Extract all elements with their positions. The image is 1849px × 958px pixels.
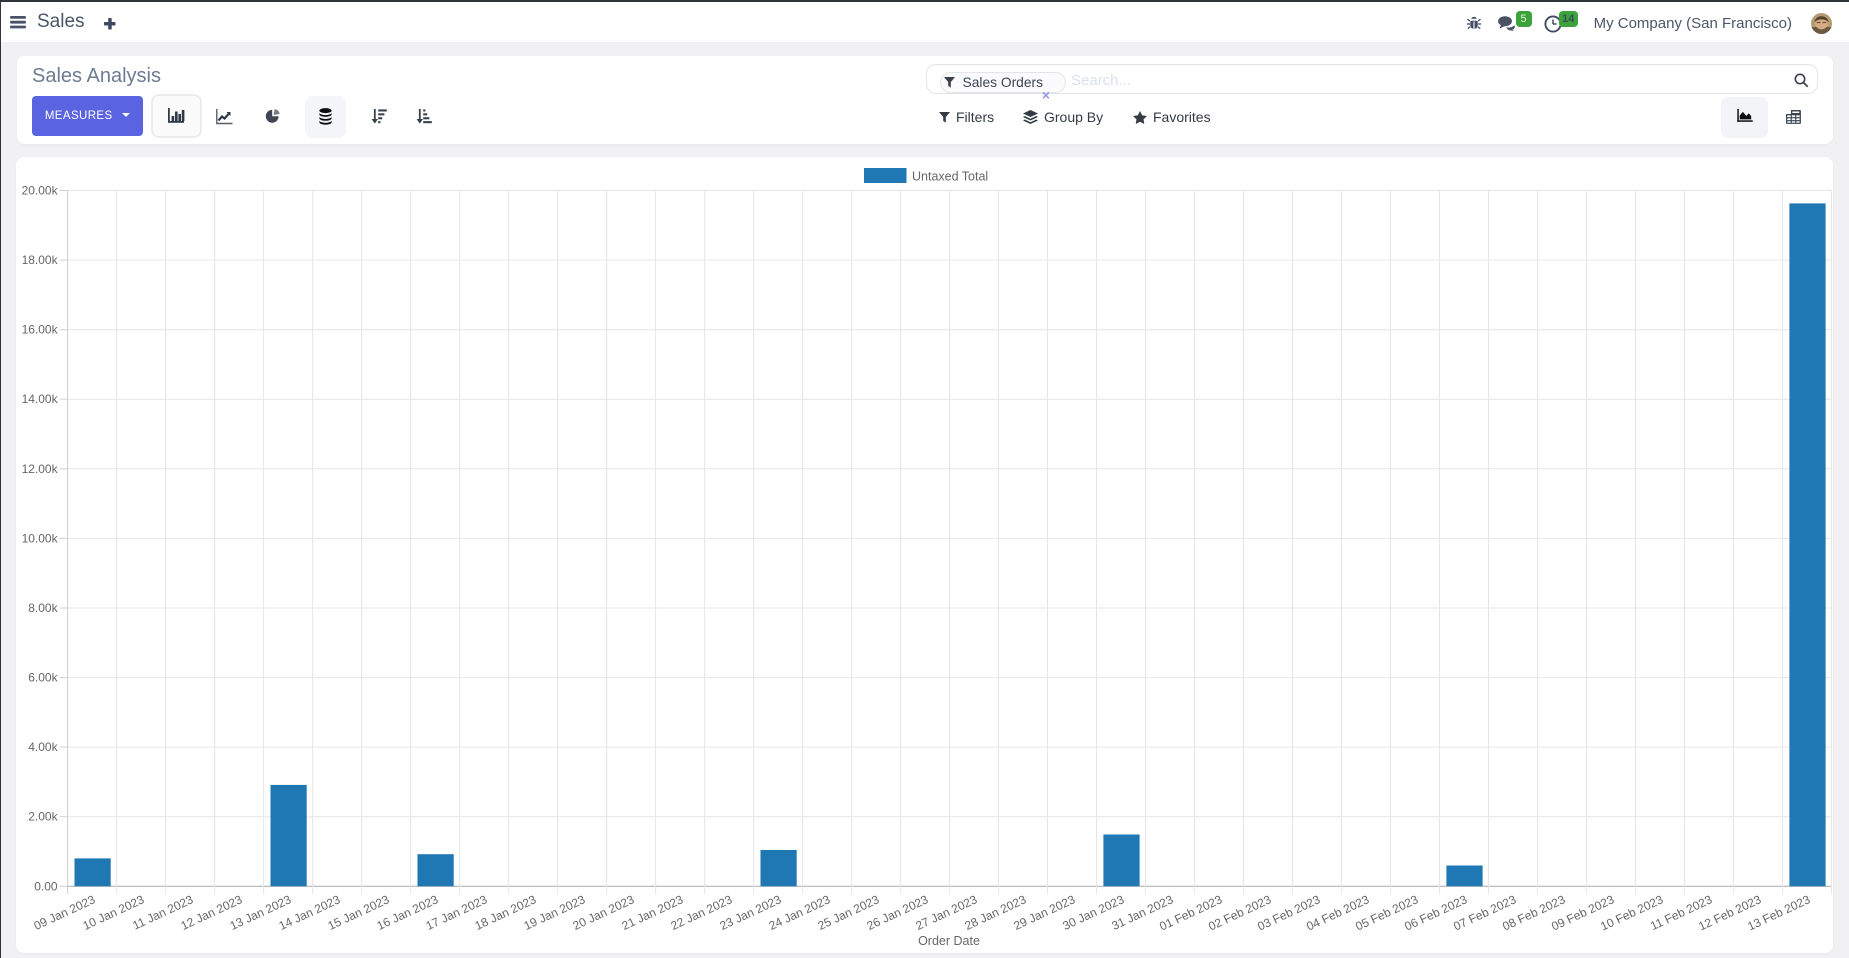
svg-text:14.00k: 14.00k: [22, 392, 59, 406]
svg-text:8.00k: 8.00k: [28, 601, 58, 615]
svg-text:Untaxed Total: Untaxed Total: [912, 170, 988, 184]
svg-text:18.00k: 18.00k: [22, 253, 59, 267]
svg-text:0.00: 0.00: [34, 879, 58, 893]
svg-text:6.00k: 6.00k: [28, 671, 58, 685]
svg-text:Order Date: Order Date: [918, 934, 980, 948]
svg-text:12.00k: 12.00k: [22, 462, 59, 476]
svg-text:4.00k: 4.00k: [28, 740, 58, 754]
svg-text:2.00k: 2.00k: [28, 810, 58, 824]
svg-text:10.00k: 10.00k: [22, 531, 59, 545]
svg-text:16.00k: 16.00k: [22, 323, 59, 337]
svg-text:20.00k: 20.00k: [22, 184, 59, 198]
